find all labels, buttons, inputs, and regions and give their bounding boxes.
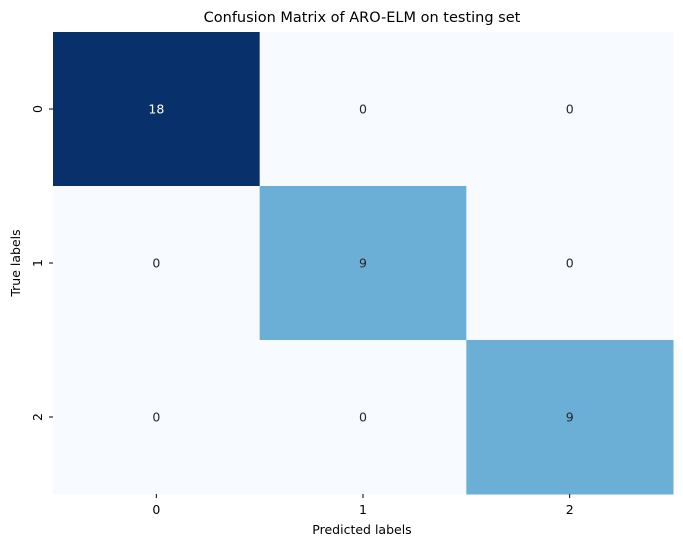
heatmap-cell-2-1 [259, 340, 467, 495]
x-tick-label-1: 1 [359, 502, 367, 517]
heatmap-cell-1-2 [466, 186, 674, 341]
heatmap-cell-value-1-1: 9 [359, 256, 367, 271]
y-axis: 0 1 2 [30, 105, 53, 421]
y-axis-title: True labels [8, 229, 23, 297]
heatmap-cell-labels: 18 0 0 0 9 0 0 0 9 [148, 102, 573, 425]
heatmap-cell-value-0-2: 0 [566, 102, 574, 117]
heatmap-cell-2-0 [53, 340, 261, 495]
heatmap-cell-value-0-0: 18 [148, 102, 164, 117]
chart-title: Confusion Matrix of ARO-ELM on testing s… [204, 10, 521, 26]
heatmap-cell-0-2 [466, 32, 674, 187]
heatmap-cell-value-1-2: 0 [566, 256, 574, 271]
heatmap-cell-value-2-1: 0 [359, 410, 367, 425]
x-axis: 0 1 2 [152, 494, 574, 517]
y-tick-label-2: 2 [30, 413, 45, 421]
heatmap-cell-1-0 [53, 186, 261, 341]
y-tick-label-0: 0 [30, 105, 45, 113]
heatmap-cell-2-2 [466, 340, 674, 495]
x-tick-label-2: 2 [566, 502, 574, 517]
heatmap-cell-1-1 [259, 186, 467, 341]
heatmap-cell-0-0 [53, 32, 261, 187]
heatmap-cell-0-1 [259, 32, 467, 187]
heatmap-cell-value-0-1: 0 [359, 102, 367, 117]
heatmap-cell-value-2-0: 0 [152, 410, 160, 425]
y-tick-label-1: 1 [30, 259, 45, 267]
x-axis-title: Predicted labels [312, 522, 411, 537]
heatmap-cells [53, 32, 674, 495]
heatmap-cell-value-2-2: 9 [566, 410, 574, 425]
x-tick-label-0: 0 [152, 502, 160, 517]
heatmap-cell-value-1-0: 0 [152, 256, 160, 271]
